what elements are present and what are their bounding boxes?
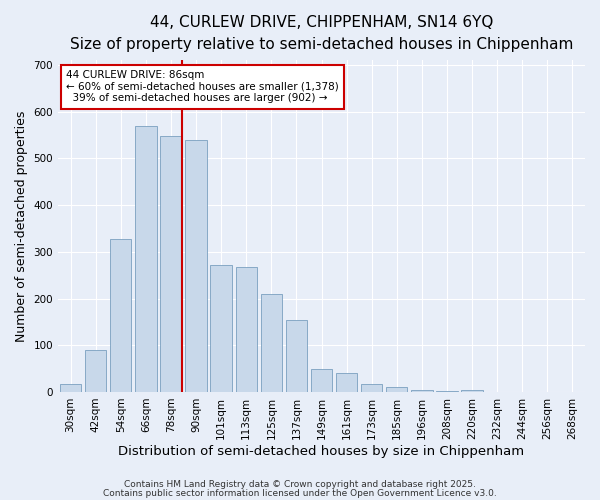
Text: Contains HM Land Registry data © Crown copyright and database right 2025.: Contains HM Land Registry data © Crown c… [124, 480, 476, 489]
Bar [286, 320, 307, 392]
Y-axis label: Number of semi-detached properties: Number of semi-detached properties [15, 110, 28, 342]
Bar [260, 294, 282, 392]
Title: 44, CURLEW DRIVE, CHIPPENHAM, SN14 6YQ
Size of property relative to semi-detache: 44, CURLEW DRIVE, CHIPPENHAM, SN14 6YQ S… [70, 15, 573, 52]
Bar [60, 384, 81, 392]
Bar [135, 126, 157, 392]
X-axis label: Distribution of semi-detached houses by size in Chippenham: Distribution of semi-detached houses by … [118, 444, 524, 458]
Bar [386, 388, 407, 392]
Bar [336, 374, 357, 392]
Bar [236, 267, 257, 392]
Bar [461, 390, 483, 392]
Bar [311, 368, 332, 392]
Bar [436, 391, 458, 392]
Bar [160, 136, 182, 392]
Bar [110, 238, 131, 392]
Bar [361, 384, 382, 392]
Bar [185, 140, 207, 392]
Bar [411, 390, 433, 392]
Text: Contains public sector information licensed under the Open Government Licence v3: Contains public sector information licen… [103, 490, 497, 498]
Text: 44 CURLEW DRIVE: 86sqm
← 60% of semi-detached houses are smaller (1,378)
  39% o: 44 CURLEW DRIVE: 86sqm ← 60% of semi-det… [66, 70, 338, 104]
Bar [85, 350, 106, 392]
Bar [211, 265, 232, 392]
